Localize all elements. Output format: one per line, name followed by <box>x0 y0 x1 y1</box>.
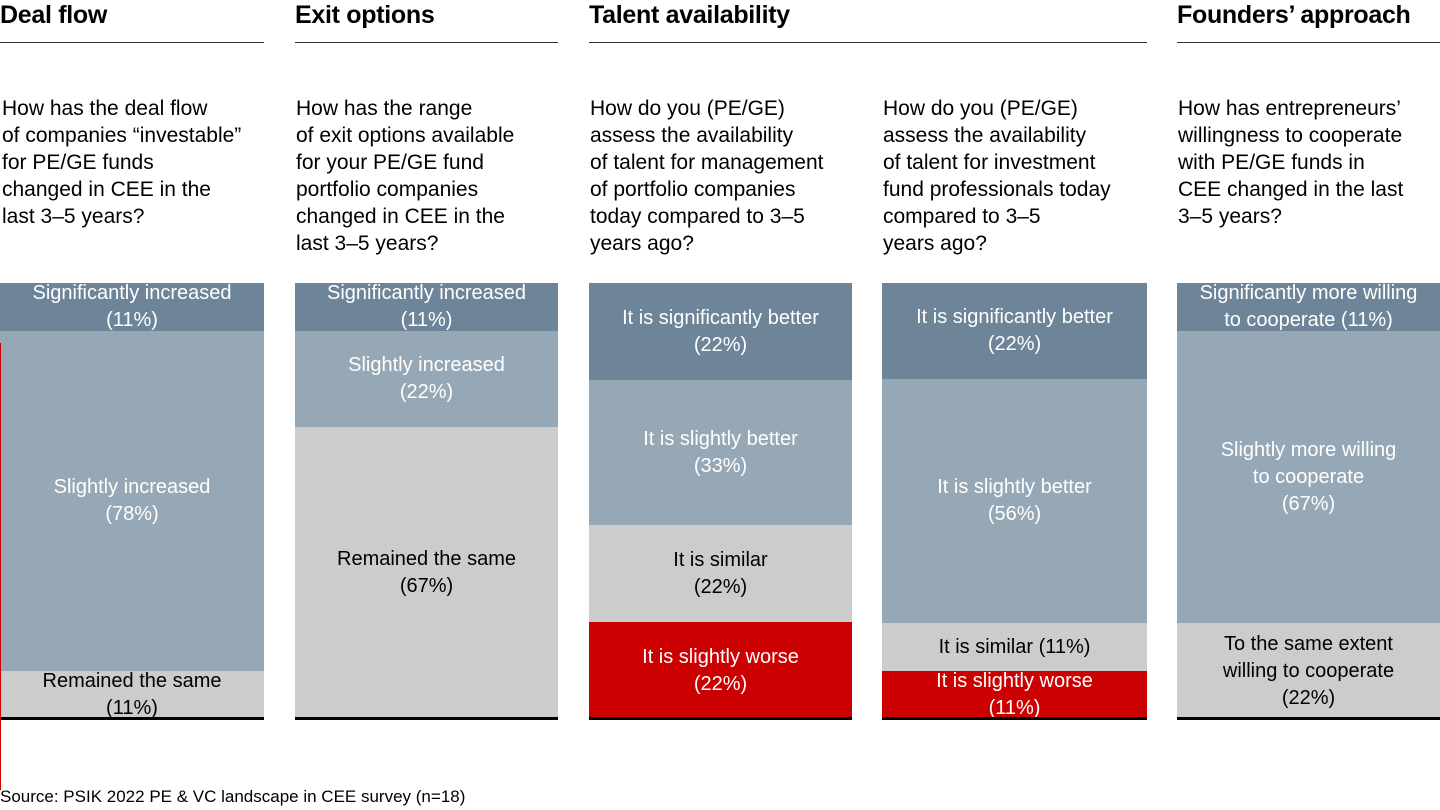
baseline-talent-investment <box>882 717 1147 720</box>
bar-founders: Significantly more willing to cooperate … <box>1177 282 1440 719</box>
rule-founders-approach <box>1177 42 1440 43</box>
question-exit-options: How has the range of exit options availa… <box>296 97 515 255</box>
bar-segment: Remained the same (67%) <box>295 427 558 719</box>
rule-deal-flow <box>0 42 264 43</box>
bar-segment: It is slightly worse (11%) <box>882 670 1147 719</box>
source-note: Source: PSIK 2022 PE & VC landscape in C… <box>0 787 466 806</box>
question-founders: How has entrepreneurs’ willingness to co… <box>1178 97 1404 228</box>
bar-talent-investment: It is significantly better (22%) It is sl… <box>882 283 1147 719</box>
header-deal-flow: Deal flow <box>0 1 108 29</box>
bar-segment: Slightly more willing to cooperate (67%) <box>1177 331 1440 623</box>
bar-segment: It is slightly better (56%) <box>882 379 1147 623</box>
bar-segment: Significantly increased (11%) <box>295 282 558 331</box>
bar-segment: It is significantly better (22%) <box>589 283 852 380</box>
baseline-talent-management <box>589 717 852 720</box>
baseline-exit-options <box>295 717 558 720</box>
bar-segment: Slightly increased (22%) <box>295 331 558 427</box>
question-talent-management: How do you (PE/GE) assess the availabili… <box>590 97 824 255</box>
bar-segment: It is similar (11%) <box>882 623 1147 671</box>
bar-segment: It is slightly worse (22%) <box>589 622 852 719</box>
baseline-deal-flow <box>0 717 264 720</box>
header-talent-availability: Talent availability <box>589 1 790 29</box>
rule-talent-availability <box>589 42 1147 43</box>
bar-segment: It is slightly better (33%) <box>589 380 852 525</box>
bar-segment: It is significantly better (22%) <box>882 283 1147 379</box>
rule-exit-options <box>295 42 558 43</box>
bar-exit-options: Significantly increased (11%) Slightly in… <box>295 282 558 719</box>
bar-segment: Remained the same (11%) <box>0 670 264 719</box>
question-deal-flow: How has the deal flow of companies “inve… <box>2 97 242 228</box>
bar-talent-management: It is significantly better (22%) It is sl… <box>589 283 852 719</box>
left-accent-line <box>0 343 1 790</box>
bar-segment: It is similar (22%) <box>589 525 852 622</box>
bar-deal-flow: Significantly increased (11%) Slightly in… <box>0 282 264 719</box>
question-talent-investment: How do you (PE/GE) assess the availabili… <box>883 97 1111 255</box>
baseline-founders <box>1177 717 1440 720</box>
bar-segment: Significantly increased (11%) <box>0 282 264 331</box>
header-founders-approach: Founders’ approach <box>1177 1 1411 29</box>
bar-segment: To the same extent willing to cooperate … <box>1177 623 1440 719</box>
bar-segment: Slightly increased (78%) <box>0 331 264 671</box>
bar-segment: Significantly more willing to cooperate … <box>1177 282 1440 331</box>
header-exit-options: Exit options <box>295 1 435 29</box>
